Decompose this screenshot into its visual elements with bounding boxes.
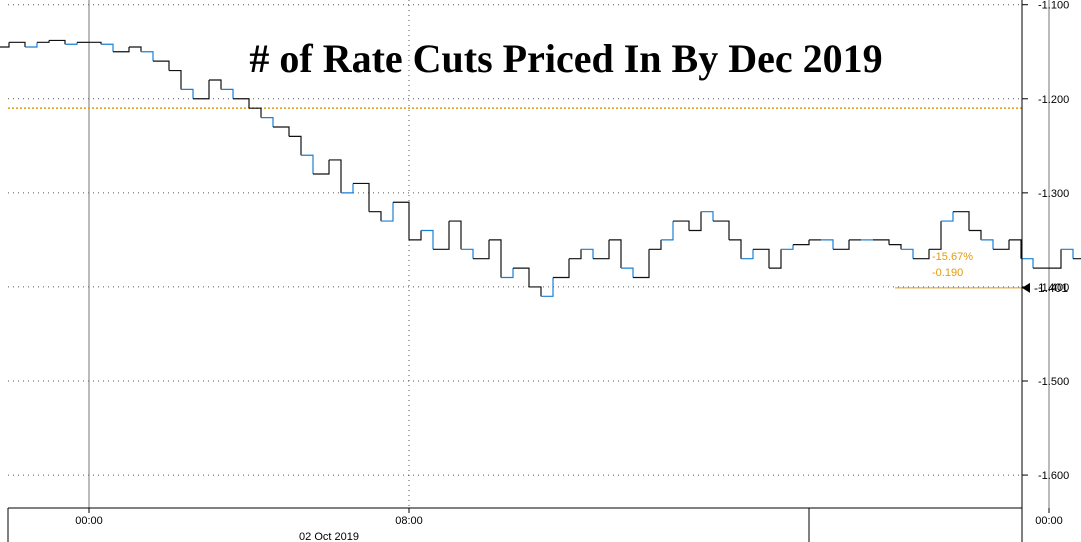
series-step bbox=[501, 268, 514, 279]
series-step bbox=[37, 40, 50, 43]
series-step bbox=[1049, 249, 1062, 269]
series-step bbox=[689, 211, 702, 232]
series-step bbox=[901, 248, 914, 259]
series-step bbox=[0, 42, 10, 48]
last-value-label: -1.401 bbox=[1034, 281, 1068, 295]
series-step bbox=[449, 220, 462, 250]
series-step bbox=[729, 239, 742, 259]
series-step bbox=[953, 211, 970, 231]
series-step bbox=[141, 51, 154, 62]
series-step bbox=[821, 239, 834, 250]
series-step bbox=[329, 159, 342, 193]
series-step bbox=[793, 239, 810, 246]
series-step bbox=[701, 211, 714, 222]
y-tick-label: -1.100 bbox=[1038, 0, 1069, 12]
series-step bbox=[609, 239, 622, 269]
series-step bbox=[261, 116, 274, 127]
annotation-change: -0.190 bbox=[932, 267, 963, 279]
series-step bbox=[473, 239, 490, 260]
last-value-marker bbox=[1022, 282, 1030, 293]
series-step bbox=[209, 79, 222, 90]
x-tick-label: 08:00 bbox=[395, 515, 423, 527]
series-step bbox=[673, 220, 690, 231]
series-step bbox=[9, 41, 26, 48]
series-step bbox=[741, 249, 754, 260]
series-step bbox=[969, 229, 982, 240]
series-step bbox=[1021, 258, 1034, 269]
series-step bbox=[101, 43, 114, 52]
series-step bbox=[233, 98, 250, 109]
series-step bbox=[1061, 248, 1074, 259]
series-step bbox=[489, 239, 502, 278]
y-tick-label: -1.300 bbox=[1038, 188, 1069, 200]
series-step bbox=[581, 248, 594, 259]
series-step bbox=[409, 230, 422, 241]
series-step bbox=[301, 154, 314, 175]
series-step bbox=[569, 249, 582, 260]
series-step bbox=[353, 182, 370, 212]
series-step bbox=[461, 248, 474, 259]
series-step bbox=[769, 249, 782, 269]
series-step bbox=[633, 249, 650, 279]
series-step bbox=[273, 126, 290, 137]
series-step bbox=[993, 239, 1010, 250]
series-step bbox=[193, 79, 210, 100]
series-step bbox=[649, 239, 662, 250]
series-step bbox=[713, 220, 730, 240]
series-step bbox=[113, 47, 130, 53]
series-step bbox=[221, 88, 234, 99]
series-step bbox=[65, 42, 78, 45]
series-step bbox=[341, 183, 354, 194]
series-group bbox=[0, 39, 1081, 297]
reference-line-group bbox=[8, 107, 1022, 289]
series-step bbox=[289, 135, 302, 156]
series-step bbox=[129, 46, 142, 52]
annotation-percent: -15.67% bbox=[932, 251, 973, 263]
series-step bbox=[513, 267, 530, 287]
y-tick-label: -1.200 bbox=[1038, 94, 1069, 106]
x-date-label: 02 Oct 2019 bbox=[299, 531, 359, 542]
series-step bbox=[433, 221, 450, 250]
series-step bbox=[393, 201, 410, 240]
series-step bbox=[833, 239, 850, 250]
series-step bbox=[981, 239, 994, 250]
chart-title: # of Rate Cuts Priced In By Dec 2019 bbox=[249, 36, 882, 81]
series-step bbox=[941, 211, 954, 222]
series-step bbox=[369, 211, 382, 222]
series-step bbox=[913, 249, 930, 260]
series-step bbox=[889, 243, 902, 250]
series-step bbox=[621, 267, 634, 278]
series-step bbox=[781, 244, 794, 250]
series-step bbox=[1073, 258, 1081, 260]
series-step bbox=[153, 60, 170, 71]
series-step bbox=[169, 69, 182, 90]
series-step bbox=[313, 159, 330, 175]
series-step bbox=[529, 286, 542, 297]
series-step bbox=[381, 202, 394, 222]
series-step bbox=[929, 221, 942, 250]
x-tick-label: 00:00 bbox=[75, 515, 103, 527]
series-step bbox=[421, 229, 434, 250]
series-step bbox=[553, 258, 570, 279]
series-step bbox=[1009, 239, 1022, 259]
series-step bbox=[181, 88, 194, 99]
series-step bbox=[873, 239, 890, 245]
series-step bbox=[249, 107, 262, 118]
y-tick-label: -1.400 bbox=[1038, 282, 1069, 294]
series-step bbox=[661, 221, 674, 241]
series-step bbox=[89, 41, 102, 45]
y-tick-label: -1.600 bbox=[1038, 470, 1069, 482]
series-step bbox=[593, 239, 610, 260]
x-tick-label: 00:00 bbox=[1035, 515, 1063, 527]
grid bbox=[8, 0, 1050, 508]
series-step bbox=[49, 39, 66, 45]
series-step bbox=[25, 42, 38, 48]
y-tick-label: -1.500 bbox=[1038, 376, 1069, 388]
series-step bbox=[541, 277, 554, 297]
series-step bbox=[753, 248, 770, 269]
